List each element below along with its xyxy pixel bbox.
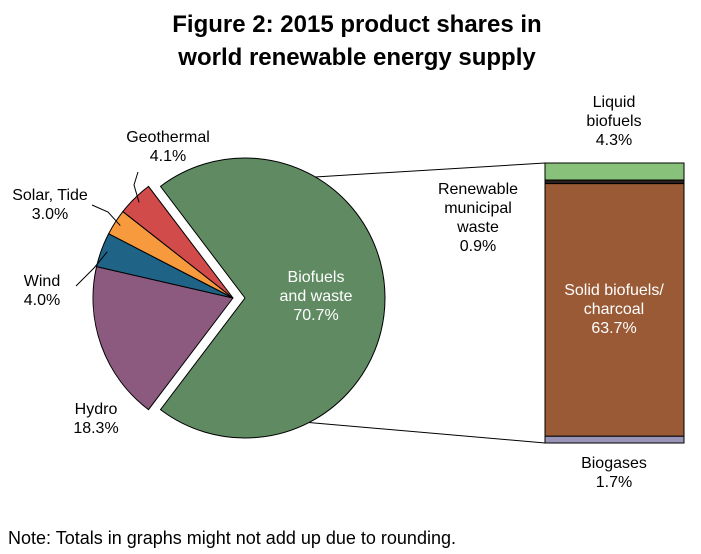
pie-slice-geothermal bbox=[122, 185, 234, 299]
leader-line bbox=[91, 204, 121, 226]
chart-title-line: Figure 2: 2015 product shares in bbox=[172, 11, 541, 38]
data-label-renewable-municipal-waste: Renewable municipal waste 0.9% bbox=[438, 181, 518, 255]
data-label-biofuels-and-waste: Biofuels and waste 70.7% bbox=[280, 269, 353, 324]
pie-slices bbox=[92, 157, 386, 439]
bar-segment-biogases bbox=[544, 435, 685, 444]
data-label-hydro: Hydro 18.3% bbox=[73, 401, 118, 437]
data-label-geothermal: Geothermal 4.1% bbox=[126, 129, 210, 165]
pie-slice-biofuels-and-waste bbox=[159, 157, 386, 439]
bar-segment-liquid-biofuels bbox=[544, 162, 685, 181]
chart-title: Figure 2: 2015 product shares in world re… bbox=[172, 11, 541, 71]
chart-title-line: world renewable energy supply bbox=[177, 44, 536, 71]
leader-line bbox=[133, 171, 140, 203]
data-labels: Biofuels and waste 70.7% Hydro 18.3% Wind 4.0%… bbox=[12, 94, 664, 491]
bar-segment-renewable-municipal-waste bbox=[544, 179, 685, 185]
data-label-solar-tide: Solar, Tide 3.0% bbox=[12, 187, 88, 223]
breakdown-bar bbox=[544, 162, 685, 444]
leader-line bbox=[75, 251, 108, 287]
data-label-solid-biofuels-charcoal: Solid biofuels/charcoal 63.7% bbox=[564, 282, 664, 337]
pie-slice-hydro bbox=[92, 266, 234, 411]
data-label-liquid-biofuels: Liquid biofuels 4.3% bbox=[586, 94, 641, 149]
data-label-wind: Wind 4.0% bbox=[24, 273, 60, 309]
data-label-biogases: Biogases 1.7% bbox=[581, 455, 647, 491]
chart-note: Note: Totals in graphs might not add up … bbox=[8, 528, 456, 548]
leader-lines bbox=[75, 171, 140, 287]
